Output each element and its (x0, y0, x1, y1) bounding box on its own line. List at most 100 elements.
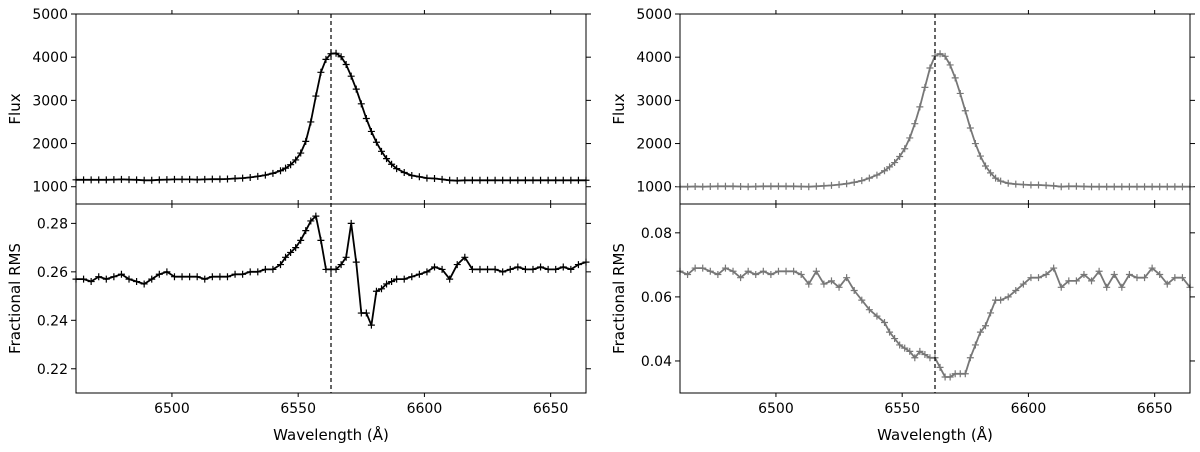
subplot-rms: 0.22 0.24 0.26 0.28 Fractional RMS (6, 200, 591, 397)
data-point (383, 155, 391, 163)
data-point (231, 270, 239, 278)
data-point (901, 344, 909, 352)
data-point (699, 264, 707, 272)
data-point (337, 53, 345, 61)
data-point (155, 176, 163, 184)
data-point (744, 183, 752, 191)
data-point (684, 270, 692, 278)
data-point (936, 50, 944, 58)
y-tick-label: 1000 (636, 180, 672, 196)
data-point (1065, 182, 1073, 190)
data-point (827, 181, 835, 189)
data-point (782, 267, 790, 275)
data-point (901, 145, 909, 153)
data-point (110, 176, 118, 184)
data-point (1148, 264, 1156, 272)
data-point (377, 147, 385, 155)
data-point (797, 183, 805, 191)
data-point (148, 176, 156, 184)
data-point (1171, 183, 1179, 191)
data-point (431, 175, 439, 183)
data-point (148, 275, 156, 283)
data-point (393, 165, 401, 173)
data-point (476, 176, 484, 184)
data-point (476, 265, 484, 273)
data-point (408, 172, 416, 179)
data-point (337, 261, 345, 269)
data-point (292, 244, 300, 252)
data-point (706, 183, 714, 191)
data-point (1133, 274, 1141, 282)
data-point (415, 173, 423, 181)
data-point (254, 172, 262, 180)
data-point (537, 176, 545, 184)
data-point (282, 253, 290, 261)
data-point (186, 175, 194, 183)
data-point (1080, 183, 1088, 191)
data-point (911, 120, 919, 128)
data-point (559, 176, 567, 184)
data-point (1004, 293, 1012, 301)
y-tick-label: 0.28 (37, 216, 68, 232)
data-point (850, 178, 858, 186)
data-point (1012, 180, 1020, 188)
data-point (873, 312, 881, 320)
data-point (843, 180, 851, 188)
series-line (679, 267, 1191, 378)
data-point (706, 267, 714, 275)
data-point (499, 268, 507, 276)
data-point (514, 263, 522, 271)
data-point (820, 280, 828, 288)
data-point (446, 176, 454, 184)
data-point (997, 296, 1005, 304)
data-point (491, 265, 499, 273)
data-point (767, 182, 775, 190)
data-point (699, 183, 707, 191)
y-axis-label: Fractional RMS (610, 243, 628, 354)
x-tick-label: 6550 (280, 401, 316, 417)
data-point (1171, 274, 1179, 282)
data-point (521, 265, 529, 273)
x-tick-label: 6650 (1137, 401, 1173, 417)
data-point (201, 275, 209, 283)
data-point (140, 280, 148, 288)
data-point (835, 181, 843, 189)
data-point (352, 258, 360, 266)
data-point (332, 265, 340, 273)
y-tick-label: 1000 (32, 180, 68, 196)
data-point (208, 273, 216, 281)
data-point (163, 176, 171, 184)
data-point (140, 176, 148, 184)
data-point (133, 176, 141, 184)
data-point (721, 264, 729, 272)
data-point (574, 176, 582, 184)
data-point (269, 265, 277, 273)
data-point (797, 270, 805, 278)
data-point (1118, 283, 1126, 291)
data-point (774, 182, 782, 190)
data-point (302, 227, 310, 235)
y-tick-label: 4000 (32, 50, 68, 66)
data-point (446, 275, 454, 283)
data-point (1050, 264, 1058, 272)
data-point (102, 275, 110, 283)
data-point (431, 263, 439, 271)
data-point (981, 322, 989, 330)
data-point (423, 174, 431, 182)
data-point (372, 138, 380, 146)
data-point (805, 280, 813, 288)
y-tick-label: 0.26 (37, 265, 68, 281)
data-point (744, 267, 752, 275)
data-point (805, 183, 813, 191)
data-point (514, 176, 522, 184)
data-point (347, 219, 355, 227)
data-point (287, 161, 295, 169)
data-point (453, 261, 461, 269)
data-point (438, 265, 446, 273)
data-point (714, 182, 722, 190)
data-point (125, 275, 133, 283)
data-point (906, 347, 914, 355)
y-tick-label: 0.22 (37, 362, 68, 378)
data-point (484, 265, 492, 273)
data-point (332, 49, 340, 57)
